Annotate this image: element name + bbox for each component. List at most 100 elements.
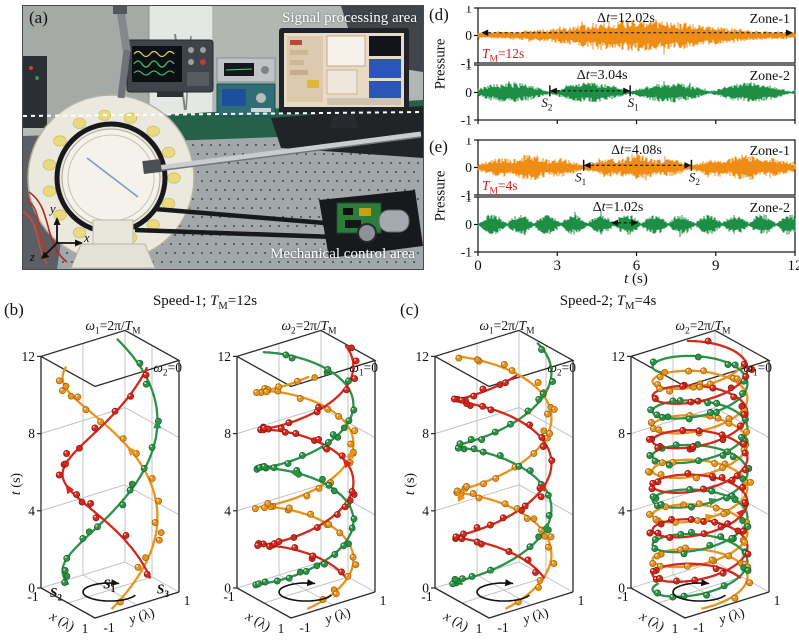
tspan: 0 — [465, 217, 472, 232]
data-sphere-S2 — [646, 452, 654, 459]
table-hole — [323, 153, 325, 155]
table-hole — [273, 198, 275, 200]
table-hole — [206, 261, 208, 263]
tspan: -1 — [103, 620, 114, 635]
sphere-highlight — [745, 524, 748, 527]
sphere-highlight — [740, 485, 743, 488]
y-axis-label: y (λ) — [322, 606, 353, 629]
data-sphere-S3 — [548, 456, 556, 464]
table-hole — [282, 252, 284, 254]
drum-hole — [53, 135, 67, 147]
data-sphere-S2 — [526, 543, 534, 551]
table-hole — [408, 180, 410, 182]
signal-generator — [216, 57, 276, 117]
data-sphere-S3 — [521, 502, 529, 510]
sphere-highlight — [741, 447, 744, 450]
table-hole — [314, 153, 316, 155]
sphere-highlight — [710, 386, 713, 388]
table-hole — [183, 252, 185, 254]
table-hole — [381, 252, 383, 254]
sphere-highlight — [339, 569, 342, 572]
tspan: 0 — [474, 258, 482, 274]
table-hole — [251, 189, 253, 191]
data-sphere-S2 — [140, 464, 148, 472]
table-hole — [413, 171, 415, 173]
sphere-highlight — [480, 387, 483, 389]
table-hole — [350, 171, 352, 173]
table-hole — [215, 225, 217, 227]
data-sphere-S1 — [275, 383, 283, 391]
table-hole — [417, 252, 419, 254]
sphere-highlight — [740, 391, 743, 394]
table-hole — [233, 171, 235, 173]
table-hole — [318, 180, 320, 182]
sphere-highlight — [550, 379, 553, 382]
y-tick-label: 1 — [465, 58, 472, 73]
data-sphere-S1 — [546, 430, 554, 437]
sphere-highlight — [150, 445, 152, 448]
table-hole — [210, 180, 212, 182]
tspan: -1 — [461, 245, 472, 260]
tspan: 8 — [28, 426, 35, 441]
x-tick-label: 6 — [633, 258, 641, 274]
sphere-highlight — [153, 520, 155, 523]
table-hole — [341, 153, 343, 155]
source-start-label: S1 — [103, 577, 116, 596]
sphere-highlight — [667, 535, 670, 538]
data-sphere-S3 — [717, 523, 725, 531]
sphere-highlight — [667, 389, 670, 392]
data-sphere-S2 — [535, 395, 543, 403]
table-hole — [201, 216, 203, 218]
tspan: 2 — [695, 177, 700, 187]
tspan: ω — [85, 318, 95, 333]
x-tick-label: 9 — [712, 258, 720, 274]
table-hole — [318, 198, 320, 200]
data-sphere-S2 — [320, 560, 328, 568]
y-tick-label: 0 — [465, 217, 472, 232]
table-hole — [206, 207, 208, 209]
data-sphere-S1 — [656, 385, 664, 393]
data-sphere-S1 — [741, 538, 749, 546]
table-hole — [251, 261, 253, 263]
table-hole — [332, 153, 334, 155]
sphere-highlight — [262, 464, 265, 467]
floor-gridline — [672, 574, 728, 606]
sphere-highlight — [745, 552, 748, 554]
data-sphere-S3 — [738, 403, 746, 410]
sphere-highlight — [725, 362, 728, 365]
sphere-highlight — [326, 522, 329, 525]
sphere-highlight — [708, 381, 711, 384]
table-hole — [314, 261, 316, 263]
tspan: Δ — [593, 200, 602, 215]
sphere-highlight — [725, 521, 728, 524]
tspan: =2π/ — [494, 318, 519, 333]
sphere-highlight — [701, 519, 704, 522]
tspan: 12 — [788, 258, 799, 274]
data-sphere-S2 — [282, 351, 290, 359]
sphere-highlight — [669, 517, 672, 520]
table-hole — [368, 171, 370, 173]
data-sphere-S1 — [492, 474, 500, 482]
curve-direction-arrow — [153, 418, 162, 429]
data-sphere-S1 — [544, 410, 551, 418]
tspan: T — [482, 178, 491, 193]
sphere-highlight — [551, 561, 554, 564]
sphere-highlight — [352, 376, 355, 379]
data-sphere-S3 — [458, 396, 466, 404]
table-hole — [287, 225, 289, 227]
sphere-highlight — [681, 551, 684, 554]
title-T: T — [616, 293, 626, 309]
tspan: (λ) — [527, 606, 550, 626]
dt-arrowhead-right — [684, 162, 692, 169]
data-sphere-S2 — [319, 475, 326, 483]
data-sphere-S3 — [92, 514, 100, 522]
table-hole — [359, 189, 361, 191]
table-hole — [237, 198, 239, 200]
table-hole — [255, 162, 257, 164]
data-sphere-S1 — [455, 354, 463, 362]
table-hole — [210, 198, 212, 200]
table-hole — [255, 180, 257, 182]
data-sphere-S1 — [285, 504, 293, 512]
tspan: 3 — [554, 258, 562, 274]
table-hole — [305, 225, 307, 227]
